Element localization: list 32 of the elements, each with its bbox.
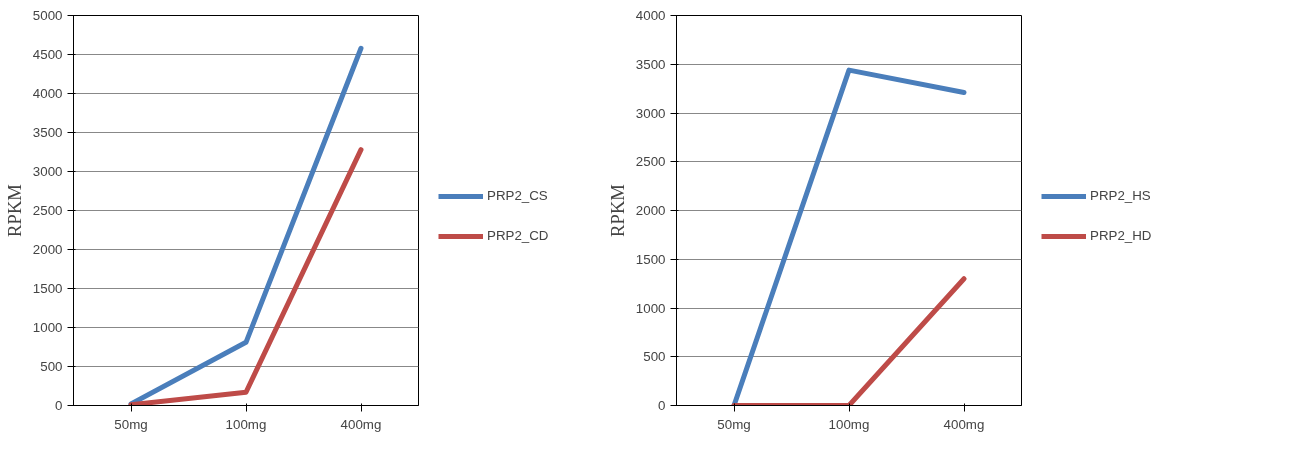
x-tick-label: 400mg: [943, 416, 985, 432]
legend-label: PRP2_CS: [487, 188, 548, 203]
y-tick-label: 1000: [635, 300, 666, 316]
x-tick-label: 50mg: [717, 416, 751, 432]
y-tick-label: 500: [40, 359, 63, 374]
legend-label: PRP2_HD: [1090, 228, 1152, 243]
y-tick-label: 2000: [635, 203, 666, 218]
y-axis-title: RPKM: [606, 183, 628, 237]
y-tick-label: 1500: [32, 281, 63, 296]
y-tick-label: 1000: [32, 320, 63, 335]
y-tick-label: 5000: [32, 8, 63, 23]
y-tick-label: 500: [643, 349, 666, 365]
y-tick-label: 3500: [635, 56, 666, 72]
x-tick-label: 400mg: [340, 416, 382, 432]
y-tick-label: 0: [658, 398, 666, 413]
y-tick-label: 3000: [635, 105, 666, 121]
y-tick-label: 2000: [32, 242, 63, 257]
legend-label: PRP2_CD: [487, 228, 549, 243]
legend-label: PRP2_HS: [1090, 188, 1151, 203]
y-tick-label: 4000: [635, 8, 666, 23]
y-tick-label: 4500: [32, 47, 63, 62]
x-tick-label: 100mg: [225, 416, 267, 432]
y-tick-label: 4000: [32, 86, 63, 101]
y-tick-label: 2500: [32, 203, 63, 218]
y-tick-label: 3000: [32, 164, 63, 179]
y-axis-title: RPKM: [3, 183, 25, 237]
y-tick-label: 1500: [635, 251, 666, 267]
x-tick-label: 50mg: [114, 416, 148, 432]
y-tick-label: 2500: [635, 154, 666, 170]
y-tick-label: 3500: [32, 125, 63, 140]
y-tick-label: 0: [55, 398, 63, 413]
x-tick-label: 100mg: [828, 416, 870, 432]
